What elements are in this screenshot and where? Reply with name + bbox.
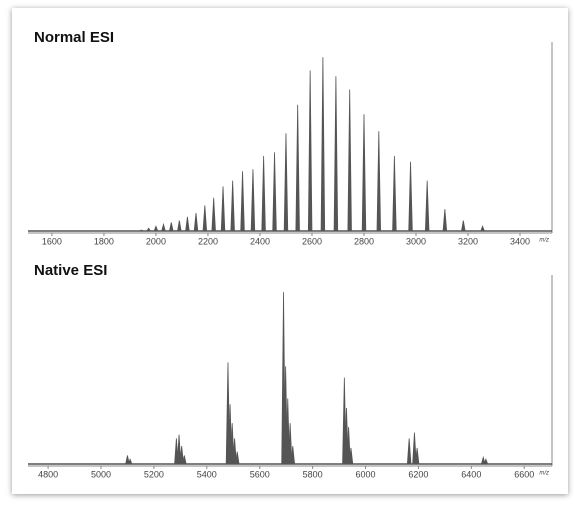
peak [285, 398, 290, 465]
peak [414, 447, 420, 465]
peak [240, 171, 245, 232]
peak [283, 133, 289, 232]
x-tick-label: 3200 [458, 236, 478, 246]
card [12, 8, 568, 494]
peak [146, 227, 152, 232]
peak [361, 114, 367, 232]
peak [182, 455, 187, 465]
peak [177, 220, 182, 232]
peak [307, 70, 313, 232]
peak [230, 180, 235, 232]
peak [320, 57, 326, 232]
chart-title: Native ESI [34, 262, 107, 279]
peak [480, 225, 485, 232]
x-tick-label: 6000 [356, 469, 376, 479]
peak [480, 455, 486, 465]
peak [153, 225, 159, 232]
peak [408, 161, 413, 232]
peak [176, 434, 182, 465]
peak [127, 458, 133, 465]
x-tick-label: 2000 [146, 236, 166, 246]
x-tick-label: 6400 [461, 469, 481, 479]
x-tick-label: 5400 [197, 469, 217, 479]
x-tick-label: 5000 [91, 469, 111, 479]
peak [168, 222, 174, 232]
peak [179, 445, 184, 465]
x-tick-label: 5600 [250, 469, 270, 479]
peak [161, 222, 166, 232]
peak [333, 76, 339, 232]
peak [139, 229, 144, 232]
peak [272, 152, 277, 232]
peak [211, 197, 216, 232]
x-tick-label: 2200 [198, 236, 218, 246]
peak [261, 155, 266, 232]
x-tick-label: 1800 [94, 236, 114, 246]
x-tick-label: 4800 [38, 469, 58, 479]
peak [185, 216, 190, 232]
peak [232, 438, 237, 465]
peak [412, 432, 417, 465]
peak [348, 447, 354, 465]
x-tick-label: 6600 [514, 469, 534, 479]
chart-title: Normal ESI [34, 29, 114, 46]
peak [193, 212, 199, 232]
x-axis-label: m/z [539, 471, 549, 477]
peak [295, 104, 300, 232]
x-tick-label: 5800 [303, 469, 323, 479]
peak [125, 455, 130, 465]
peak [483, 458, 489, 465]
x-axis-label: m/z [539, 238, 549, 244]
peak [461, 220, 466, 232]
x-tick-label: 5200 [144, 469, 164, 479]
peak [346, 426, 351, 465]
x-tick-label: 2600 [302, 236, 322, 246]
peak [234, 451, 240, 465]
peak [290, 445, 296, 465]
x-tick-label: 1600 [42, 236, 62, 246]
peak [442, 209, 448, 232]
peak [406, 438, 412, 465]
x-tick-label: 2800 [354, 236, 374, 246]
peak [287, 423, 293, 465]
peak [347, 89, 352, 232]
peak [220, 186, 226, 232]
peak [250, 169, 256, 232]
peak [376, 131, 382, 232]
x-tick-label: 3000 [406, 236, 426, 246]
peak [424, 180, 430, 232]
x-tick-label: 2400 [250, 236, 270, 246]
x-tick-label: 3400 [510, 236, 530, 246]
peak [392, 155, 397, 232]
x-tick-label: 6200 [408, 469, 428, 479]
peak [202, 205, 208, 232]
